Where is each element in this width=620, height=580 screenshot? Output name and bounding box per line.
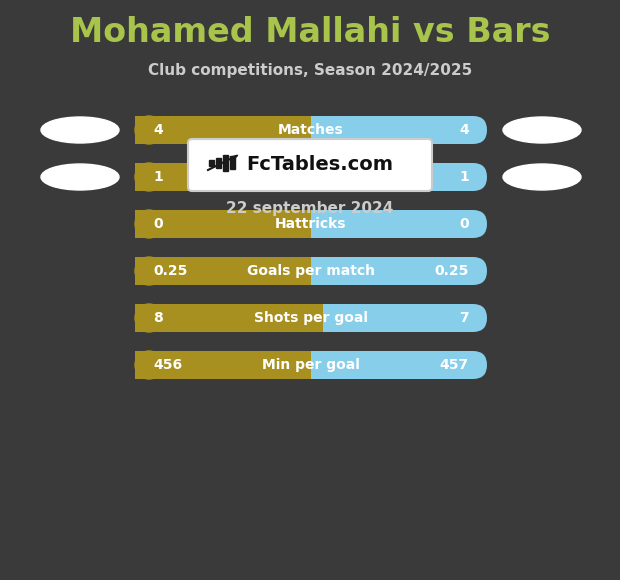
Bar	[135, 116, 311, 144]
Circle shape	[135, 351, 163, 379]
Text: 456: 456	[153, 358, 182, 372]
Circle shape	[135, 210, 163, 238]
Text: 7: 7	[459, 311, 469, 325]
FancyBboxPatch shape	[135, 116, 487, 144]
Text: 1: 1	[459, 170, 469, 184]
Bar	[135, 351, 311, 379]
Circle shape	[135, 257, 163, 285]
Text: Club competitions, Season 2024/2025: Club competitions, Season 2024/2025	[148, 63, 472, 78]
Text: 22 september 2024: 22 september 2024	[226, 201, 394, 216]
Bar	[216, 158, 221, 168]
Bar	[135, 163, 311, 191]
FancyBboxPatch shape	[188, 139, 432, 191]
Text: 8: 8	[153, 311, 162, 325]
Bar	[135, 257, 311, 285]
Text: 0: 0	[153, 217, 162, 231]
Text: Goals per match: Goals per match	[247, 264, 375, 278]
Circle shape	[135, 163, 163, 191]
FancyBboxPatch shape	[135, 210, 487, 238]
Text: 4: 4	[459, 123, 469, 137]
Text: Goals: Goals	[290, 170, 333, 184]
Circle shape	[135, 304, 163, 332]
Text: Mohamed Mallahi vs Bars: Mohamed Mallahi vs Bars	[69, 16, 551, 49]
FancyBboxPatch shape	[135, 351, 487, 379]
Text: FcTables.com: FcTables.com	[247, 155, 394, 175]
Ellipse shape	[503, 117, 581, 143]
Bar	[223, 155, 228, 171]
Text: Shots per goal: Shots per goal	[254, 311, 368, 325]
Text: 0: 0	[459, 217, 469, 231]
Text: 4: 4	[153, 123, 162, 137]
FancyBboxPatch shape	[135, 163, 487, 191]
Bar	[230, 157, 235, 169]
Text: 1: 1	[153, 170, 162, 184]
Text: Min per goal: Min per goal	[262, 358, 360, 372]
Text: 0.25: 0.25	[153, 264, 187, 278]
Text: 0.25: 0.25	[435, 264, 469, 278]
FancyBboxPatch shape	[135, 257, 487, 285]
Circle shape	[135, 116, 163, 144]
Text: 457: 457	[440, 358, 469, 372]
Ellipse shape	[503, 164, 581, 190]
FancyBboxPatch shape	[135, 304, 487, 332]
Ellipse shape	[41, 117, 119, 143]
Text: Hattricks: Hattricks	[275, 217, 347, 231]
Text: Matches: Matches	[278, 123, 344, 137]
Bar	[135, 210, 311, 238]
Bar	[135, 304, 323, 332]
Ellipse shape	[41, 164, 119, 190]
Bar	[209, 160, 214, 166]
